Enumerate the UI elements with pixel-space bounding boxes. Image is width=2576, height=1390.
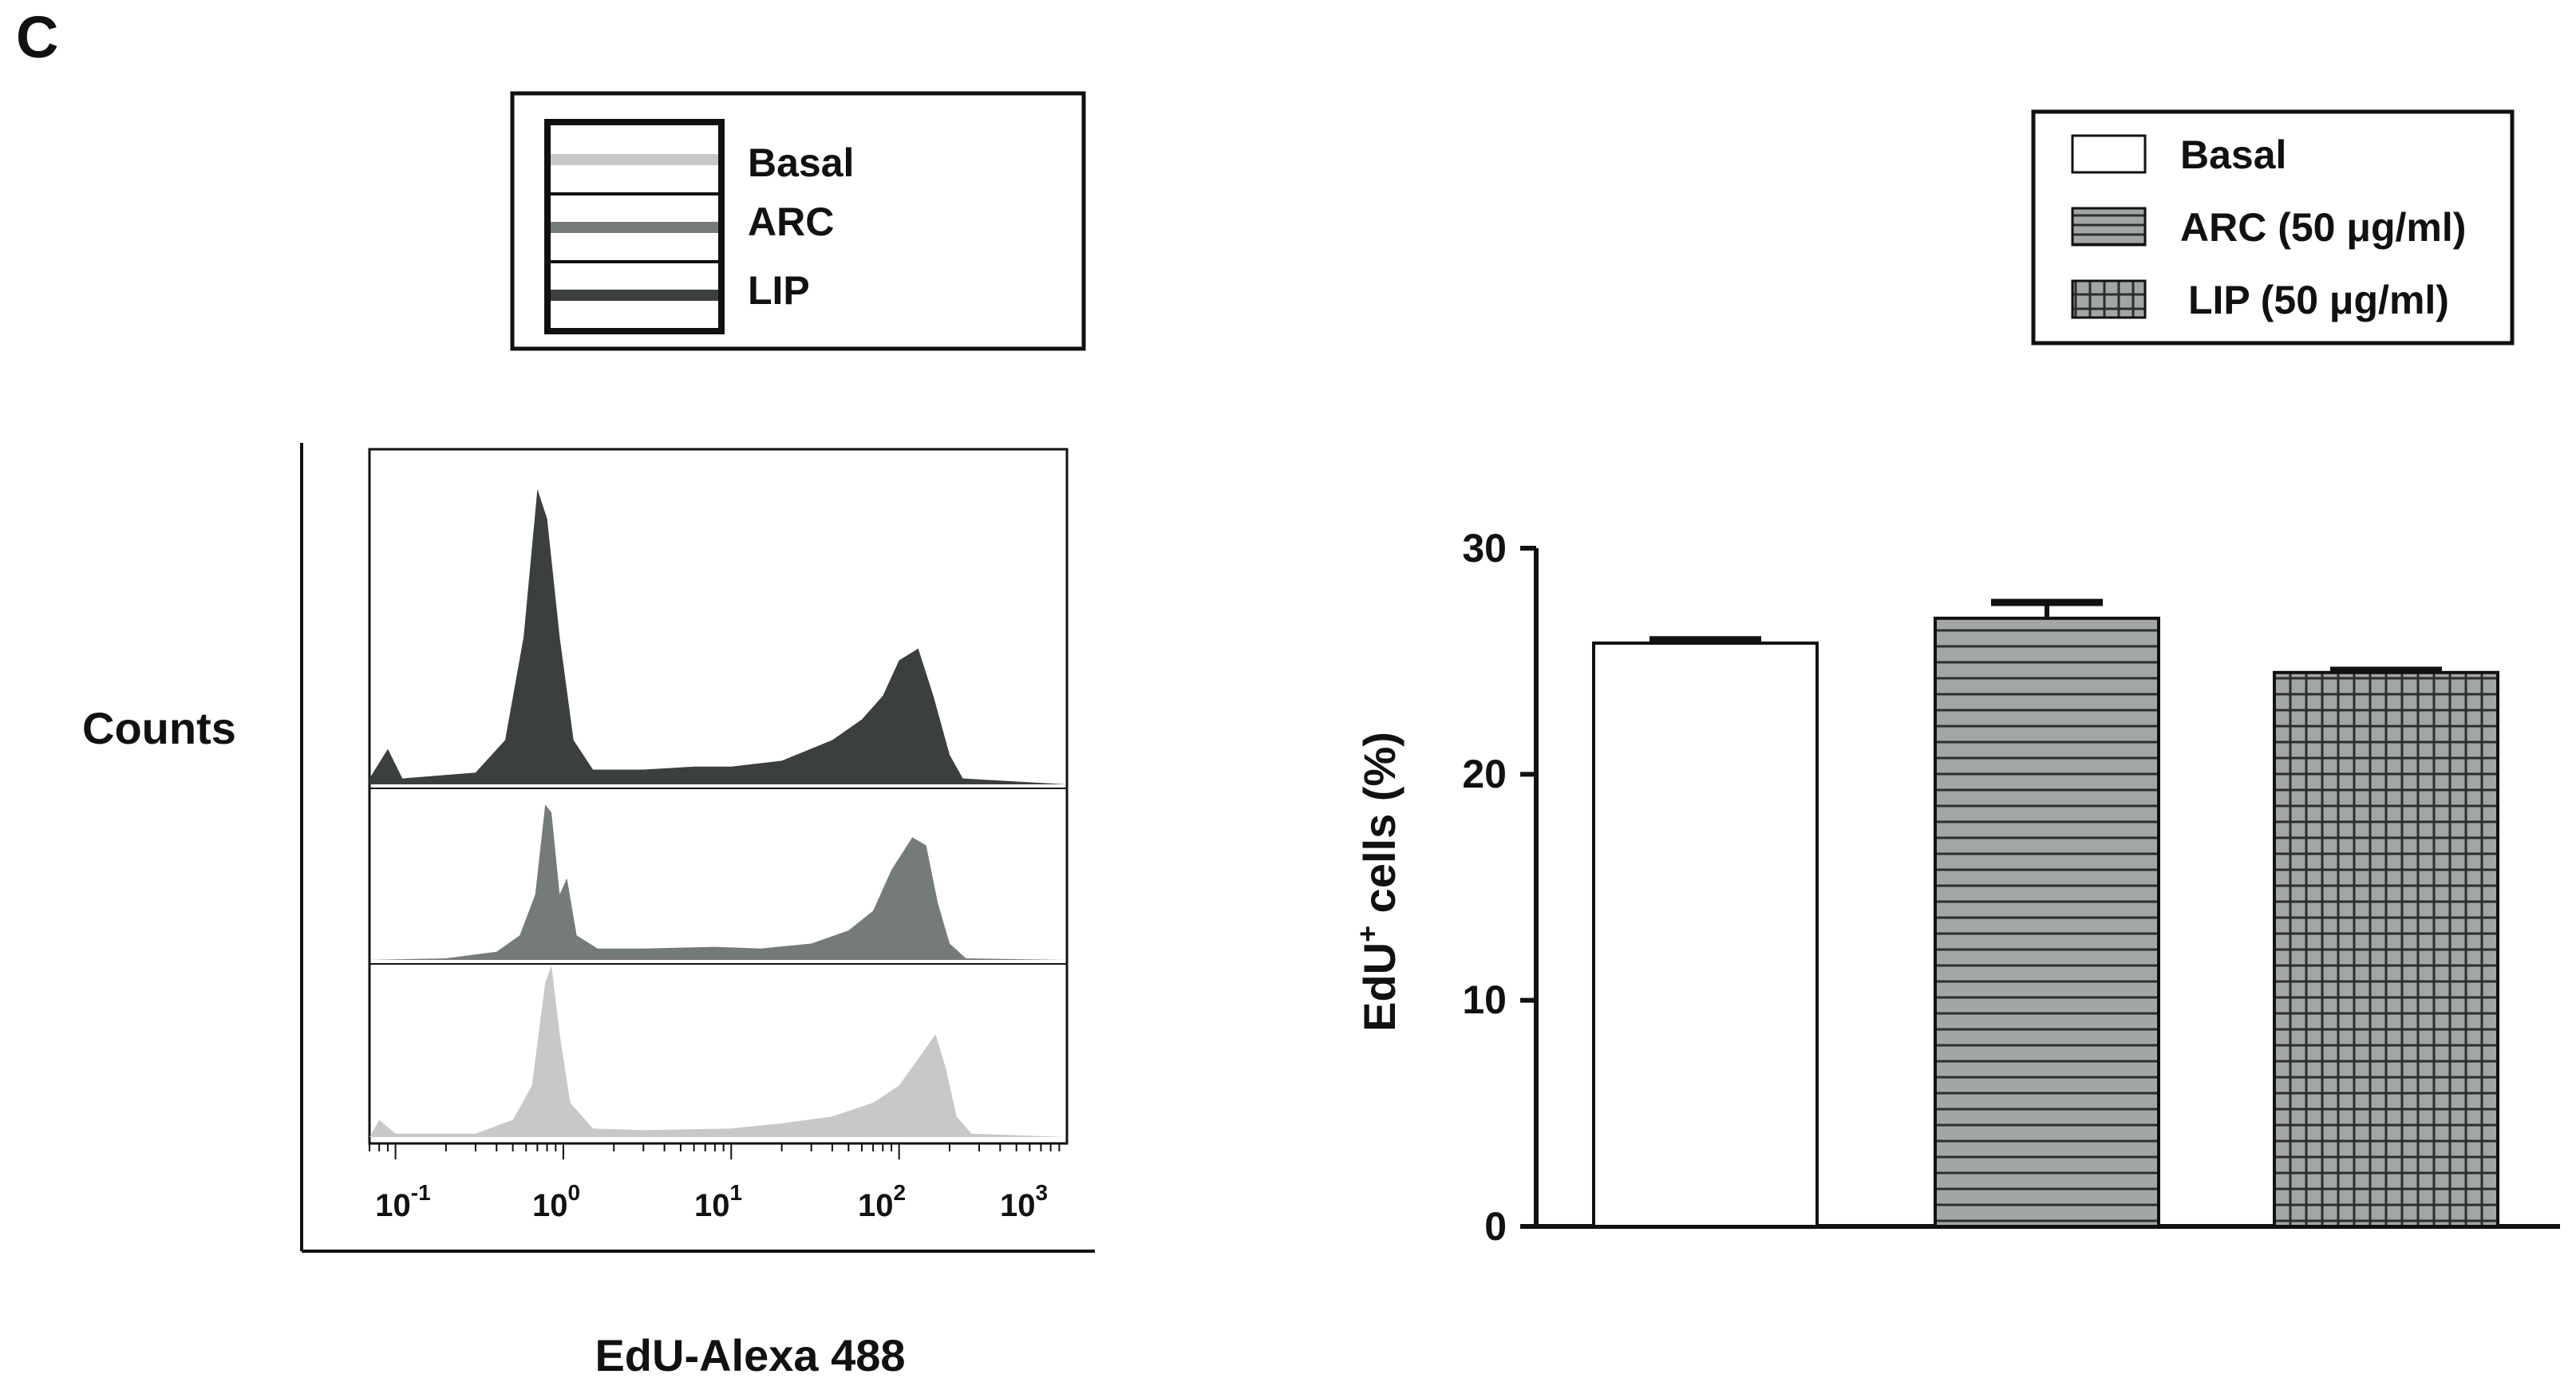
histogram-chart: 10-1 100 101 102 103 Counts EdU-Alexa 48… xyxy=(82,443,1095,1380)
x-tick-label: 101 xyxy=(694,1180,742,1223)
histogram-legend: Basal ARC LIP xyxy=(510,91,1086,351)
y-tick-label: 30 xyxy=(1462,526,1507,571)
bar-legend-label-lip: LIP (50 μg/ml) xyxy=(2188,278,2449,322)
histogram-x-ticks xyxy=(369,1143,1061,1159)
bar-legend: Basal ARC (50 μg/ml) LIP (50 μg/ml) xyxy=(2031,109,2515,346)
bar-y-ticks xyxy=(1520,546,1536,1229)
legend-label-arc: ARC xyxy=(748,199,834,244)
bar-marks xyxy=(1592,598,2499,1228)
bar-legend-swatch-arc xyxy=(2071,207,2147,247)
x-tick-label: 102 xyxy=(858,1180,906,1223)
histogram-x-axis-label: EdU-Alexa 488 xyxy=(595,1330,905,1380)
y-tick-label: 0 xyxy=(1484,1204,1507,1249)
bar-legend-label-arc: ARC (50 μg/ml) xyxy=(2180,205,2466,250)
histogram-series-group xyxy=(369,489,1067,1137)
bar-legend-swatch-basal xyxy=(2071,134,2147,174)
legend-label-lip: LIP xyxy=(748,268,810,313)
bar-lip xyxy=(2273,670,2499,1228)
x-tick-label: 103 xyxy=(1000,1180,1048,1223)
bar-y-tick-labels: 0 10 20 30 xyxy=(1462,526,1507,1249)
panel-label: C xyxy=(16,4,58,70)
bar-basal xyxy=(1592,642,1819,1228)
x-tick-label: 10-1 xyxy=(375,1180,430,1223)
y-tick-label: 20 xyxy=(1462,752,1507,796)
histogram-series-basal xyxy=(369,965,1067,1137)
bar-chart: 0 10 20 30 EdU+ cells (%) xyxy=(1351,526,2560,1249)
bar-y-axis-label: EdU+ cells (%) xyxy=(1351,732,1405,1032)
histogram-x-tick-labels: 10-1 100 101 102 103 xyxy=(375,1180,1048,1223)
x-tick-label: 100 xyxy=(532,1180,580,1223)
y-tick-label: 10 xyxy=(1462,977,1507,1022)
legend-label-basal: Basal xyxy=(748,140,854,185)
bar-arc xyxy=(1934,616,2160,1228)
bar-legend-swatch-lip xyxy=(2071,279,2147,319)
histogram-plot-frame xyxy=(368,448,1069,1145)
histogram-series-arc xyxy=(369,804,1067,960)
histogram-y-axis-label: Counts xyxy=(82,703,236,753)
histogram-series-lip xyxy=(369,489,1067,784)
bar-legend-label-basal: Basal xyxy=(2180,132,2286,177)
